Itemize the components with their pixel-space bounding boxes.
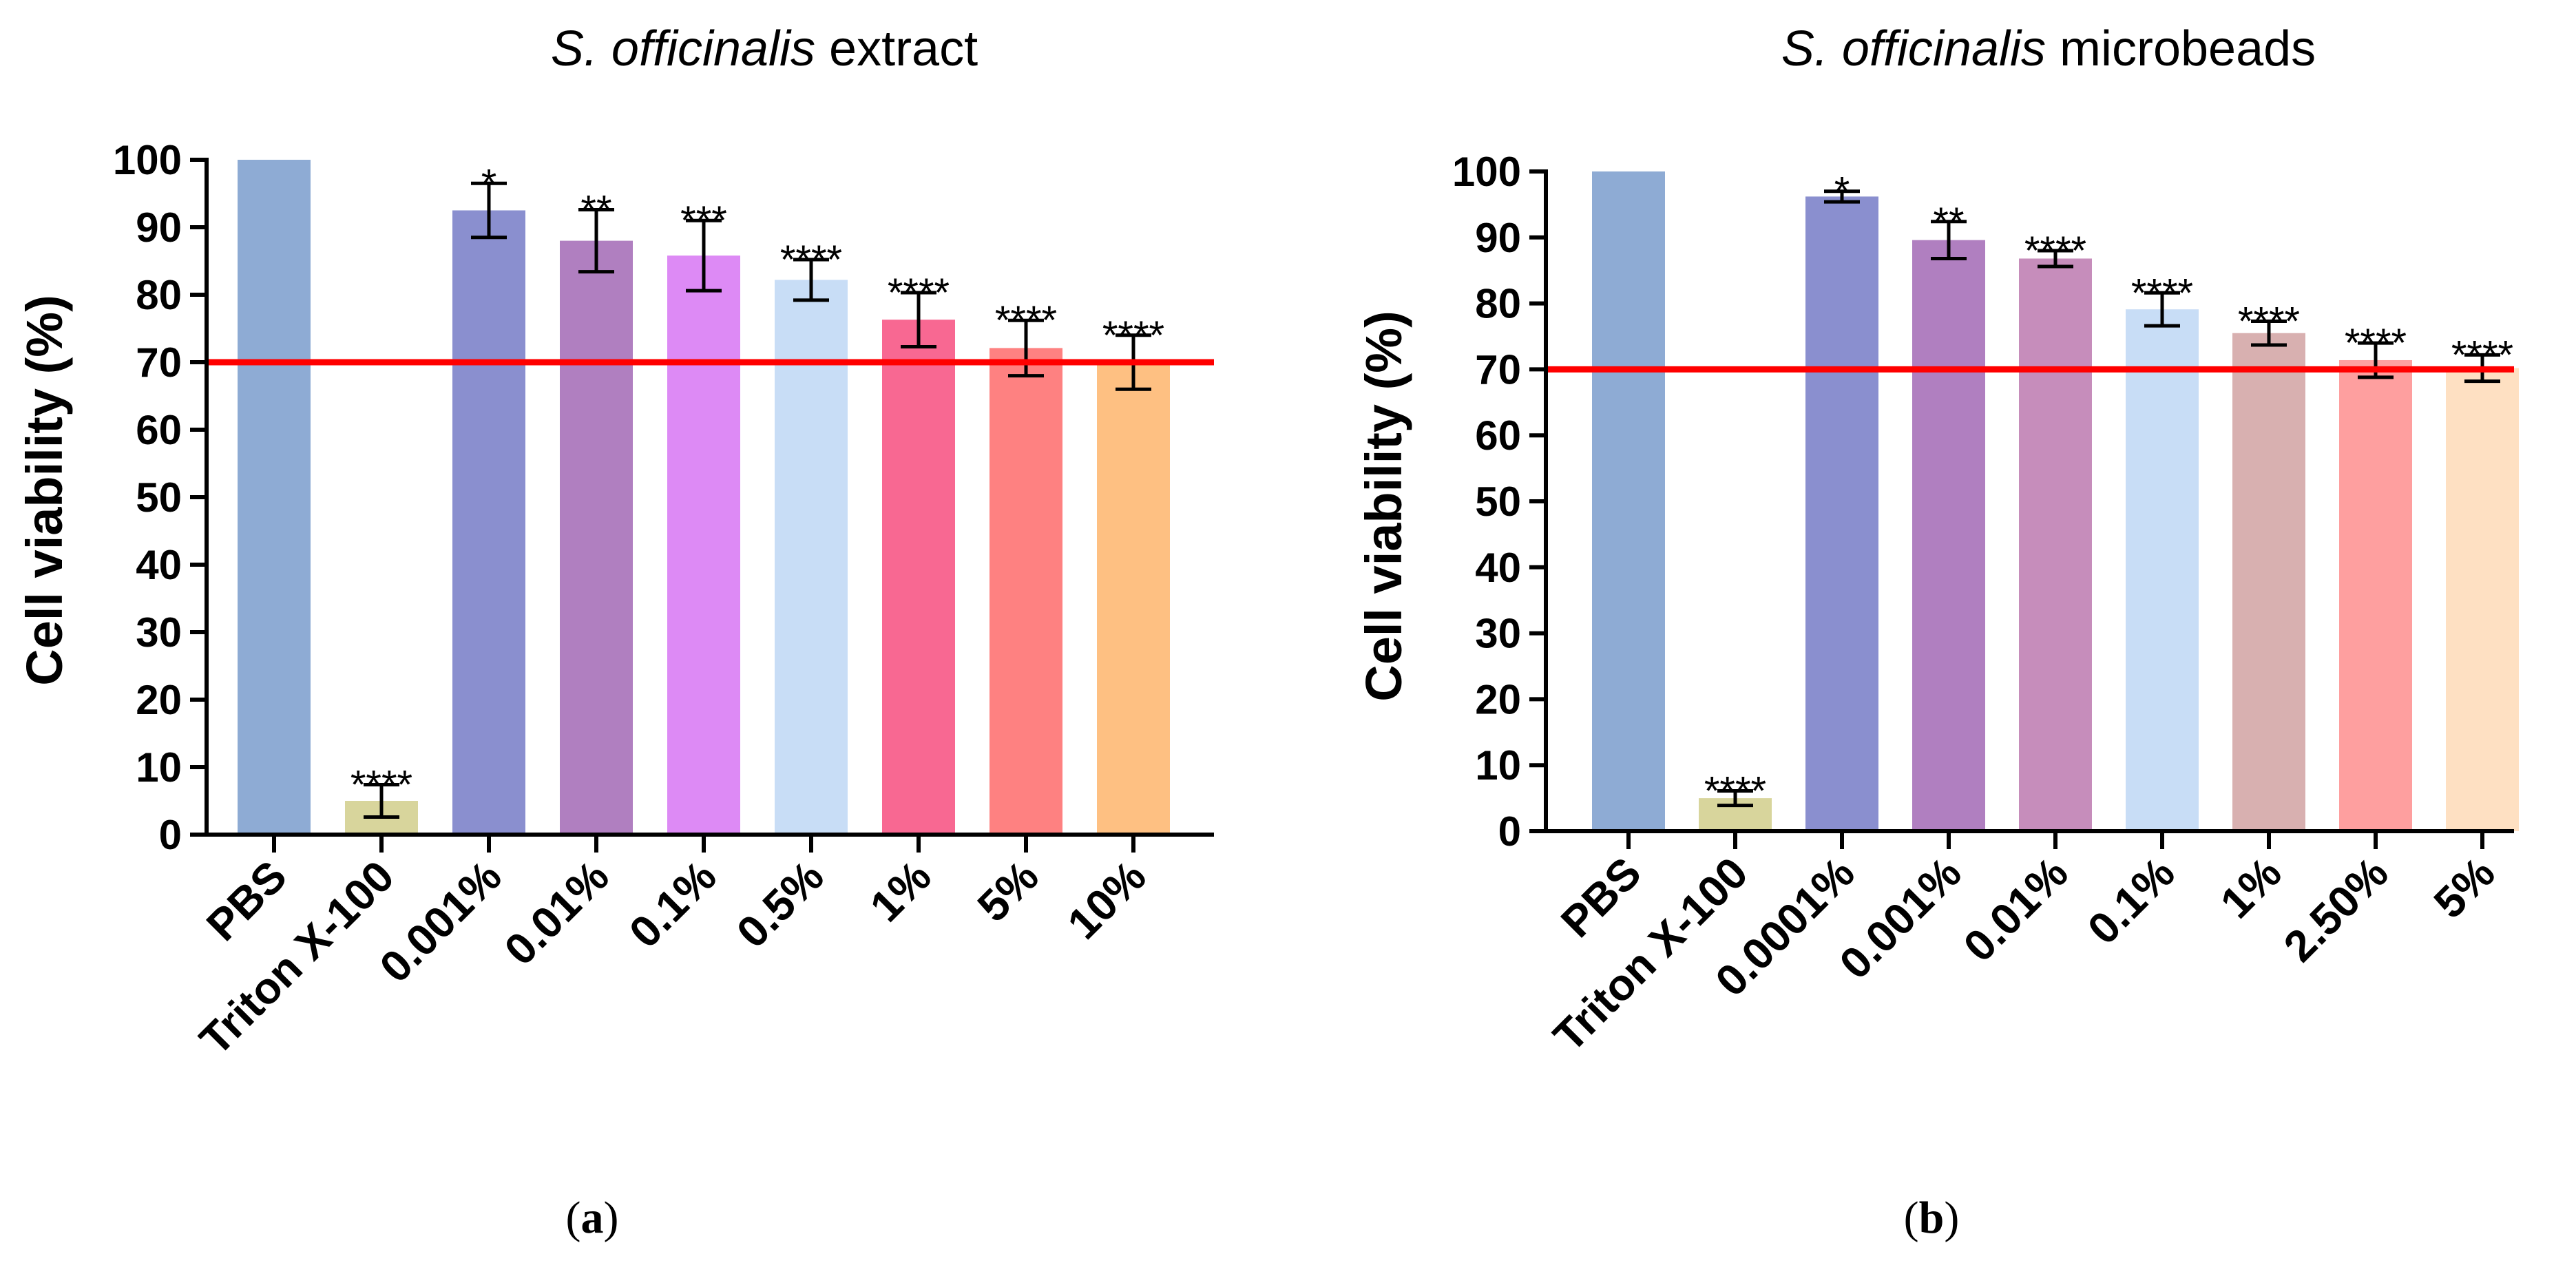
bar (1912, 240, 1985, 832)
bar (2126, 309, 2199, 831)
significance-label: **** (2345, 321, 2407, 366)
y-tick-label: 20 (1475, 676, 1521, 722)
significance-label: ** (1933, 200, 1964, 244)
y-tick-label: 90 (136, 205, 182, 251)
y-axis-label: Cell viability (%) (1355, 311, 1412, 701)
y-tick-label: 100 (1452, 149, 1521, 195)
x-tick-label: 1% (861, 851, 941, 931)
y-tick-label: 60 (136, 407, 182, 453)
significance-label: **** (2131, 271, 2193, 315)
bar (882, 320, 955, 835)
significance-group: ******************* **** **** (1704, 169, 2513, 814)
bar (452, 210, 525, 835)
y-tick-label: 0 (159, 812, 182, 858)
x-tick-label: PBS (197, 851, 296, 950)
x-tick-label: PBS (1551, 848, 1651, 947)
significance-label: **** (2024, 229, 2086, 273)
significance-label: **** (350, 762, 412, 807)
y-tick-label: 10 (136, 744, 182, 791)
y-tick-label: 100 (113, 137, 182, 183)
significance-label: **** (780, 238, 842, 282)
bars-group (238, 160, 1170, 835)
x-tick-label: 10% (1058, 851, 1155, 948)
significance-label: * (481, 161, 497, 206)
significance-label: **** (1102, 313, 1164, 358)
x-tick-label: 0.5% (727, 851, 833, 957)
y-tick-label: 70 (1475, 346, 1521, 393)
panel-a: S. officinalis extract Cell viability (%… (16, 21, 1214, 1243)
y-tick-label: 0 (1498, 808, 1521, 855)
x-tick-label: 1% (2211, 848, 2291, 928)
panel-caption: (b) (1904, 1193, 1960, 1243)
bars-group (1592, 171, 2519, 832)
bar (775, 280, 848, 835)
title-italic: S. officinalis (1781, 21, 2046, 76)
x-tick-label: 5% (2425, 848, 2504, 928)
significance-label: **** (2238, 299, 2300, 344)
bar (560, 240, 633, 835)
y-tick-label: 10 (1475, 742, 1521, 788)
y-tick-label: 20 (136, 677, 182, 723)
chart-title: S. officinalis microbeads (1781, 21, 2316, 76)
bar (2232, 333, 2305, 832)
y-tick-label: 50 (136, 474, 182, 521)
title-rest: extract (815, 21, 978, 76)
y-axis-label: Cell viability (%) (16, 295, 73, 685)
x-tick-label: 0.1% (2078, 848, 2184, 954)
bar (1805, 196, 1878, 831)
panel-caption: (a) (566, 1193, 619, 1243)
caption-letter: a (581, 1193, 604, 1243)
y-tick-label: 70 (136, 339, 182, 386)
bar (667, 255, 740, 835)
x-tick-label: 0.001% (370, 851, 511, 992)
y-tick-label: 90 (1475, 215, 1521, 261)
x-tick-label: 0.01% (1954, 848, 2077, 971)
x-tick-label: 2.50% (2274, 848, 2398, 971)
significance-label: **** (888, 271, 950, 315)
bar (1097, 362, 1170, 835)
bar (2446, 368, 2519, 831)
significance-label: **** (1704, 769, 1766, 814)
significance-label: *** (680, 198, 727, 243)
x-tick-label: 0.01% (495, 851, 618, 974)
error-bars-group (364, 181, 1151, 819)
y-tick-label: 80 (136, 272, 182, 318)
significance-label: ** (580, 188, 611, 233)
panel-b: S. officinalis microbeads Cell viability… (1355, 21, 2519, 1243)
title-italic: S. officinalis (551, 21, 815, 76)
axes-group (190, 158, 1214, 853)
y-tick-label: 30 (1475, 611, 1521, 657)
x-tick-label: 5% (968, 851, 1048, 931)
significance-group: ******* *************** **** (350, 161, 1164, 807)
bar (2019, 258, 2092, 831)
y-ticks-group: 0 10 20 30 40 50 60 70 80 90 100 (113, 137, 182, 858)
bar (2339, 359, 2412, 831)
caption-letter: b (1919, 1193, 1945, 1243)
y-tick-label: 60 (1475, 412, 1521, 459)
x-tick-label: 0.001% (1830, 848, 1971, 988)
error-bars-group (1717, 189, 2500, 808)
y-tick-label: 40 (136, 542, 182, 588)
axes-group (1529, 169, 2514, 849)
y-tick-label: 30 (136, 609, 182, 656)
y-tick-label: 40 (1475, 545, 1521, 591)
bar (238, 160, 311, 835)
title-rest: microbeads (2046, 21, 2316, 76)
y-tick-label: 50 (1475, 479, 1521, 525)
bar (1592, 171, 1665, 831)
significance-label: **** (995, 298, 1057, 343)
x-tick-label: 0.1% (620, 851, 726, 957)
bar (989, 348, 1062, 835)
y-tick-label: 80 (1475, 281, 1521, 327)
significance-label: * (1834, 169, 1850, 214)
chart-title: S. officinalis extract (551, 21, 978, 76)
y-ticks-group: 0 10 20 30 40 50 60 70 80 90 100 (1452, 149, 1521, 855)
